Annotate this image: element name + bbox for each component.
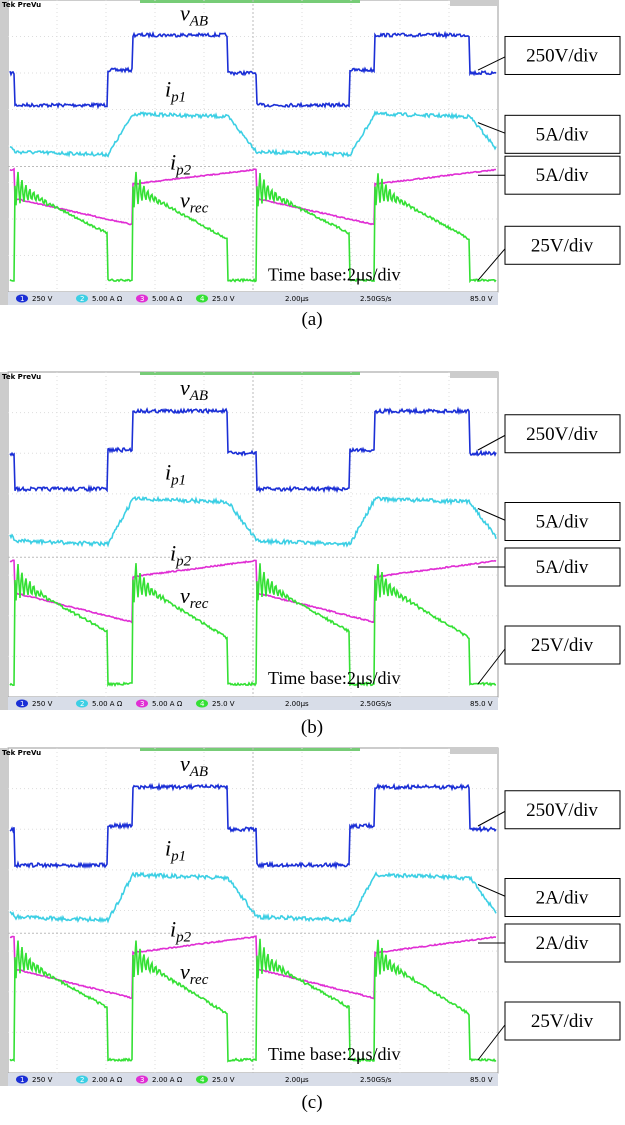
label-subscript: p2 [175, 930, 192, 946]
scale-label: 250V/div [526, 800, 598, 821]
channel-number: 4 [200, 700, 205, 708]
label-symbol: v [180, 187, 190, 212]
timebase-setting: 2.00μs [285, 700, 309, 708]
caption: (b) [301, 717, 323, 738]
scope-side-bar [0, 748, 8, 1086]
time-base: Time base:2μs/div [268, 1044, 401, 1064]
scale-label: 5A/div [536, 124, 589, 145]
channel-number: 2 [80, 1076, 84, 1084]
label-subscript: rec [190, 972, 209, 988]
scale-label: 250V/div [526, 45, 598, 66]
scope-panel: Tek PreVuvABip1ip2vrec250V/div5A/div5A/d… [0, 0, 620, 305]
label-symbol: v [180, 751, 190, 776]
scope-top-marker [140, 372, 360, 375]
sample-rate: 2.50GS/s [360, 1076, 392, 1084]
label-symbol: v [180, 0, 190, 25]
channel-setting: 25.0 V [212, 1076, 235, 1084]
scope-header: Tek PreVu [2, 1, 41, 9]
scope-top-right [450, 0, 498, 6]
channel-setting: 5.00 A Ω [152, 295, 183, 303]
scope-top-marker [140, 0, 360, 3]
channel-number: 3 [140, 295, 144, 303]
label-subscript: AB [189, 13, 208, 29]
channel-setting: 250 V [32, 700, 53, 708]
channel-number: 1 [20, 295, 24, 303]
scope-side-bar [0, 372, 8, 710]
label-subscript: rec [190, 596, 209, 612]
scale-label: 25V/div [531, 635, 594, 656]
label-subscript: AB [189, 388, 208, 404]
scale-label: 5A/div [536, 512, 589, 533]
label-subscript: AB [189, 764, 208, 780]
label-subscript: p1 [170, 472, 186, 488]
channel-number: 2 [80, 700, 84, 708]
scope-panel: Tek PreVuvABip1ip2vrec250V/div2A/div2A/d… [0, 748, 620, 1086]
scope-top-right [450, 372, 498, 378]
scale-label: 5A/div [536, 165, 589, 186]
caption: (a) [301, 309, 322, 330]
channel-number: 1 [20, 1076, 24, 1084]
channel-number: 3 [140, 700, 144, 708]
scope-header: Tek PreVu [2, 373, 41, 381]
label-subscript: rec [190, 200, 209, 216]
trigger-level: 85.0 V [470, 1076, 493, 1084]
trigger-level: 85.0 V [470, 700, 493, 708]
channel-number: 4 [200, 295, 205, 303]
sample-rate: 2.50GS/s [360, 700, 392, 708]
time-base: Time base:2μs/div [268, 668, 401, 688]
figure: Tek PreVuvABip1ip2vrec250V/div5A/div5A/d… [0, 0, 625, 1125]
timebase-setting: 2.00μs [285, 1076, 309, 1084]
label-symbol: v [180, 959, 190, 984]
channel-setting: 2.00 A Ω [152, 1076, 183, 1084]
label-subscript: p2 [175, 162, 192, 178]
channel-setting: 2.00 A Ω [92, 1076, 123, 1084]
scope-top-right [450, 748, 498, 754]
label-symbol: v [180, 583, 190, 608]
scale-label: 25V/div [531, 1011, 594, 1032]
channel-number: 1 [20, 700, 24, 708]
scope-top-marker [140, 748, 360, 751]
label-symbol: v [180, 375, 190, 400]
channel-setting: 25.0 V [212, 295, 235, 303]
trigger-level: 85.0 V [470, 295, 493, 303]
channel-setting: 5.00 A Ω [92, 700, 123, 708]
label-subscript: p1 [170, 848, 186, 864]
scope-side-bar [0, 0, 8, 305]
scope-header: Tek PreVu [2, 749, 41, 757]
channel-setting: 250 V [32, 1076, 53, 1084]
channel-setting: 5.00 A Ω [152, 700, 183, 708]
caption: (c) [301, 1092, 322, 1113]
channel-number: 2 [80, 295, 84, 303]
scale-label: 25V/div [531, 235, 594, 256]
channel-number: 4 [200, 1076, 205, 1084]
label-subscript: p2 [175, 554, 192, 570]
timebase-setting: 2.00μs [285, 295, 309, 303]
channel-setting: 25.0 V [212, 700, 235, 708]
scale-label: 250V/div [526, 424, 598, 445]
scale-label: 2A/div [536, 933, 589, 954]
label-subscript: p1 [170, 89, 186, 105]
time-base: Time base:2μs/div [268, 264, 401, 284]
channel-setting: 250 V [32, 295, 53, 303]
channel-setting: 5.00 A Ω [92, 295, 123, 303]
channel-number: 3 [140, 1076, 144, 1084]
sample-rate: 2.50GS/s [360, 295, 392, 303]
scale-label: 2A/div [536, 888, 589, 909]
scale-label: 5A/div [536, 557, 589, 578]
